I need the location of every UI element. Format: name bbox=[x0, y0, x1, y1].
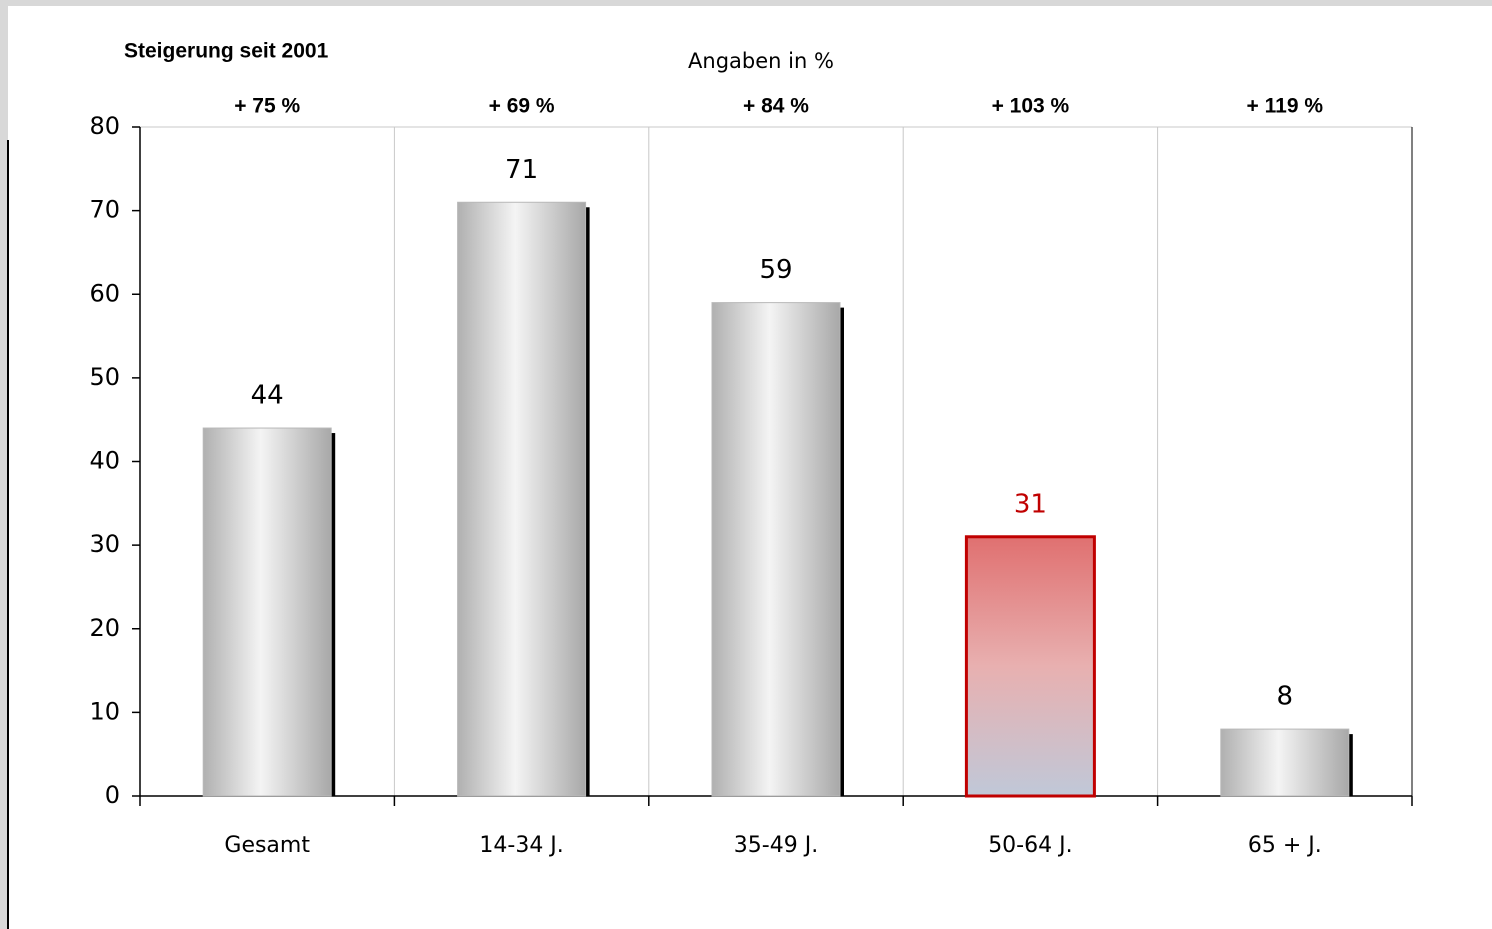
annotation: + 75 % bbox=[234, 95, 300, 118]
x-tick-label: Gesamt bbox=[224, 833, 310, 858]
x-tick-label: 65 + J. bbox=[1248, 833, 1322, 858]
annotation: + 69 % bbox=[489, 95, 555, 118]
x-tick-label: 50-64 J. bbox=[988, 833, 1072, 858]
y-tick-label: 20 bbox=[89, 614, 120, 642]
bar bbox=[202, 427, 332, 797]
annotation: + 103 % bbox=[992, 95, 1070, 118]
x-tick-label: 35-49 J. bbox=[734, 833, 818, 858]
y-tick-label: 40 bbox=[89, 447, 120, 475]
bar bbox=[1220, 728, 1350, 797]
annotation: + 119 % bbox=[1247, 95, 1324, 118]
value-label: 8 bbox=[1277, 682, 1294, 712]
chart-subtitle: Angaben in % bbox=[688, 49, 834, 73]
bar bbox=[711, 302, 841, 797]
value-label: 71 bbox=[505, 155, 538, 185]
y-tick-label: 70 bbox=[89, 196, 120, 224]
value-label: 31 bbox=[1014, 489, 1047, 519]
bar bbox=[964, 535, 1096, 798]
value-label: 59 bbox=[759, 255, 792, 285]
bar-shadow bbox=[330, 433, 336, 796]
frame-top bbox=[0, 0, 1492, 6]
value-label: 44 bbox=[251, 381, 284, 411]
x-tick-label: 14-34 J. bbox=[479, 833, 563, 858]
y-tick-label: 50 bbox=[89, 363, 120, 391]
bar-shadow bbox=[1347, 734, 1353, 796]
bar-shadow bbox=[839, 307, 844, 796]
bar-shadow bbox=[584, 207, 590, 796]
chart-title: Steigerung seit 2001 bbox=[124, 40, 329, 63]
y-tick-label: 10 bbox=[89, 697, 120, 725]
y-tick-label: 60 bbox=[89, 279, 120, 307]
y-tick-label: 0 bbox=[105, 781, 120, 809]
bar bbox=[457, 201, 587, 797]
annotation: + 84 % bbox=[743, 95, 809, 118]
y-tick-label: 30 bbox=[89, 530, 120, 558]
y-tick-label: 80 bbox=[89, 112, 120, 140]
frame-left bbox=[0, 0, 8, 929]
